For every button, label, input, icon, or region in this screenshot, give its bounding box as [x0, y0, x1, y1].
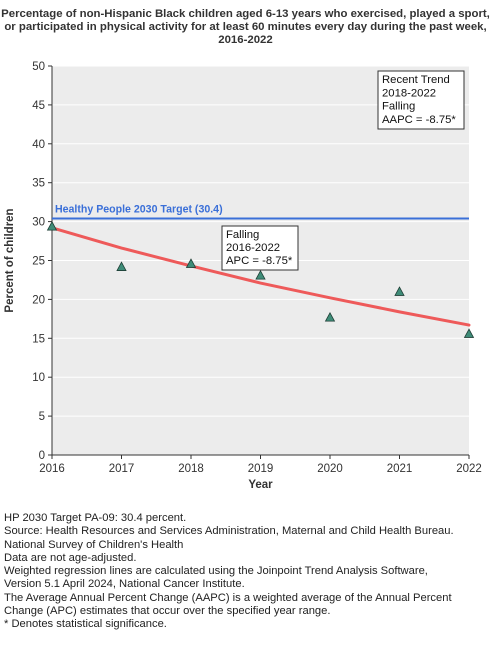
data-point	[46, 220, 58, 231]
y-axis-title: Percent of children	[4, 208, 16, 312]
target-label: Healthy People 2030 Target (30.4)	[55, 203, 223, 215]
axes: 0 5 10 15 20 25 30 35 40 45 50 2016 2017 2018 2019 2020…	[4, 61, 482, 491]
segment-annotation-line: APC = -8.75*	[226, 255, 293, 267]
chart-title: Percentage of non-Hispanic Black childre…	[1, 8, 490, 46]
y-tick-label: 35	[32, 178, 45, 190]
y-tick-label: 45	[32, 100, 45, 112]
title-line: Percentage of non-Hispanic Black childre…	[1, 8, 490, 20]
y-tick-label: 40	[32, 139, 45, 151]
recent-trend-line: Recent Trend	[382, 74, 450, 86]
footnote-line: National Survey of Children's Health	[4, 538, 184, 551]
footnote-line: Version 5.1 April 2024, National Cancer …	[4, 578, 245, 591]
y-tick-label: 0	[39, 450, 45, 462]
footnote-line: The Average Annual Percent Change (AAPC)…	[4, 591, 452, 604]
y-tick-label: 15	[32, 333, 45, 345]
recent-trend-line: 2018-2022	[382, 87, 436, 99]
trend-line	[50, 226, 471, 327]
recent-trend-line: AAPC = -8.75*	[382, 114, 456, 126]
recent-trend-box	[377, 70, 465, 130]
target-line-group: Healthy People 2030 Target (30.4)	[52, 203, 469, 220]
footnote-line: HP 2030 Target PA-09: 30.4 percent.	[4, 512, 187, 524]
x-tick-label: 2019	[248, 463, 274, 475]
data-point	[394, 286, 405, 296]
footnote-line: Source: Health Resources and Services Ad…	[4, 525, 454, 538]
data-point	[185, 258, 197, 268]
data-point	[463, 328, 475, 338]
segment-annotation-line: Falling	[226, 229, 259, 241]
chart: Percentage of non-Hispanic Black childre…	[1, 8, 490, 491]
footnote-line: Change (APC) estimates that occur over t…	[4, 605, 331, 618]
footnotes: HP 2030 Target PA-09: 30.4 percent. Sour…	[4, 512, 491, 632]
footnote-line: * Denotes statistical significance.	[4, 618, 167, 631]
grid-lines	[52, 65, 469, 417]
title-line: 2016-2022	[218, 34, 272, 46]
x-axis-title: Year	[248, 479, 273, 491]
segment-annotation-box	[221, 225, 299, 271]
footnote-line: Data are not age-adjusted.	[4, 551, 137, 564]
data-point	[116, 261, 127, 271]
y-tick-label: 30	[32, 217, 45, 229]
data-point	[255, 269, 266, 280]
x-tick-label: 2022	[456, 463, 482, 475]
y-tick-label: 50	[32, 61, 45, 73]
x-tick-label: 2021	[387, 463, 413, 475]
x-tick-label: 2017	[109, 463, 135, 475]
data-points	[46, 220, 475, 338]
y-tick-label: 25	[32, 256, 45, 268]
title-line: or participated in physical activity for…	[4, 21, 486, 33]
x-tick-label: 2016	[39, 463, 65, 475]
recent-trend-line: Falling	[382, 101, 415, 113]
data-point	[324, 311, 336, 322]
x-tick-label: 2018	[178, 463, 204, 475]
trend-line-group	[50, 226, 471, 327]
y-tick-label: 10	[32, 372, 45, 384]
footnote-line: Weighted regression lines are calculated…	[4, 565, 428, 578]
segment-annotation-line: 2016-2022	[226, 242, 280, 254]
y-tick-label: 5	[39, 411, 45, 423]
y-tick-label: 20	[32, 294, 45, 306]
x-tick-label: 2020	[317, 463, 343, 475]
